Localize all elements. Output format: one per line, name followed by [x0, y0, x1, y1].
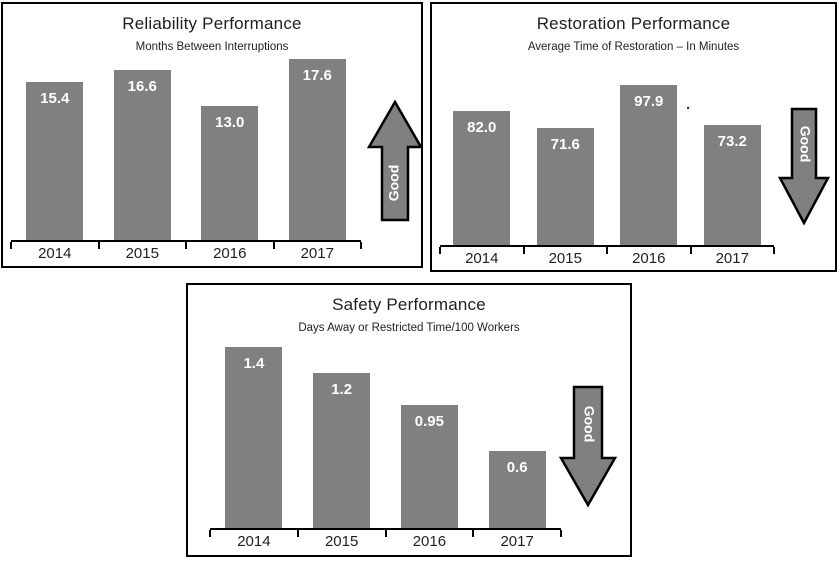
bar-slot: 71.6: [524, 65, 608, 245]
axis-tick: [360, 242, 362, 249]
axis-tick: [522, 247, 525, 254]
axis-tick: [384, 530, 387, 537]
axis-tick: [185, 242, 187, 249]
x-axis-label: 2014: [465, 250, 499, 267]
x-axis-label: 2015: [125, 245, 159, 262]
x-axis-label: 2015: [548, 250, 582, 267]
axis-tick: [296, 530, 299, 537]
bar-2016: 0.95: [400, 405, 458, 528]
stray-period-mark: .: [686, 96, 691, 113]
bar-2015: 1.2: [313, 373, 371, 528]
bar-value-label: 13.0: [215, 114, 245, 131]
axis-tick: [773, 247, 775, 254]
x-axis-label: 2014: [38, 245, 72, 262]
good-direction-down-arrow: Good: [558, 384, 618, 513]
good-direction-down-arrow: Good: [777, 106, 831, 231]
bar-2014: 82.0: [453, 111, 511, 245]
bar-2014: 15.4: [26, 82, 84, 240]
axis-tick: [97, 242, 100, 249]
down-arrow-icon: [777, 107, 831, 226]
axis-tick: [606, 247, 608, 254]
bar-plot: 1.4 1.2 0.95 0.6: [209, 328, 562, 537]
axis-tick: [560, 530, 562, 537]
x-axis-label: 2016: [213, 245, 247, 262]
bar-slot: 15.4: [11, 50, 99, 240]
up-arrow-icon: [366, 99, 424, 222]
down-arrow-icon: [558, 385, 618, 508]
axis-tick: [472, 530, 475, 537]
bar-slot: 0.6: [473, 328, 561, 528]
axis-tick: [10, 242, 12, 249]
good-direction-up-arrow: Good: [366, 99, 424, 228]
bar-value-label: 16.6: [127, 78, 157, 95]
x-axis-label: 2016: [632, 250, 666, 267]
restoration-chart-panel: Restoration Performance Average Time of …: [430, 2, 837, 272]
chart-title: Safety Performance: [332, 295, 486, 314]
bar-2015: 16.6: [113, 70, 171, 240]
x-axis-label: 2014: [237, 533, 271, 550]
bar-slot: 16.6: [99, 50, 187, 240]
bar-value-label: 71.6: [550, 136, 580, 153]
bar-value-label: 82.0: [467, 119, 497, 136]
bar-slot: 1.2: [298, 328, 386, 528]
bar-plot: 82.0 71.6 97.9 73.2: [439, 65, 775, 254]
x-axis-label: 2017: [300, 245, 334, 262]
chart-title: Restoration Performance: [536, 14, 731, 33]
axis-tick: [439, 247, 441, 254]
bar-value-label: 73.2: [717, 133, 747, 150]
safety-chart-panel: Safety Performance Days Away or Restrict…: [186, 283, 632, 557]
reliability-chart-panel: Reliability Performance Months Between I…: [1, 2, 424, 268]
chart-subtitle: Months Between Interruptions: [135, 41, 289, 53]
chart-title: Reliability Performance: [122, 14, 302, 33]
axis-tick: [689, 247, 692, 254]
bar-slot: 13.0: [186, 50, 274, 240]
chart-subtitle: Days Away or Restricted Time/100 Workers: [298, 322, 520, 334]
bar-slot: 0.95: [386, 328, 474, 528]
good-label: Good: [581, 406, 597, 443]
bar-slot: 1.4: [210, 328, 298, 528]
axis-tick: [272, 242, 275, 249]
bar-value-label: 0.6: [506, 459, 528, 476]
x-axis-label: 2016: [412, 533, 447, 550]
x-axis-label: 2017: [715, 250, 749, 267]
bar-slot: 97.9: [607, 65, 691, 245]
x-axis-labels: 2014 2015 2016 2017: [11, 245, 361, 262]
bar-value-label: 17.6: [302, 67, 332, 84]
bar-slot: 82.0: [440, 65, 524, 245]
bar-slot: 17.6: [274, 50, 362, 240]
bar-value-label: 97.9: [634, 93, 664, 110]
bar-2016: 97.9: [620, 85, 678, 245]
bar-2015: 71.6: [536, 128, 594, 245]
good-label: Good: [386, 165, 402, 202]
x-axis-labels: 2014 2015 2016 2017: [440, 250, 774, 267]
bar-2017: 0.6: [488, 451, 546, 528]
bar-value-label: 0.95: [414, 413, 444, 430]
bar-value-label: 15.4: [40, 90, 70, 107]
bar-2017: 17.6: [288, 59, 346, 240]
bar-2014: 1.4: [225, 347, 283, 528]
bar-2016: 13.0: [201, 106, 259, 240]
x-axis-label: 2015: [324, 533, 359, 550]
bar-2017: 73.2: [703, 125, 761, 245]
x-axis-labels: 2014 2015 2016 2017: [210, 533, 561, 550]
bar-slot: 73.2: [691, 65, 775, 245]
chart-subtitle: Average Time of Restoration – In Minutes: [527, 41, 740, 53]
bar-value-label: 1.2: [331, 381, 353, 398]
good-label: Good: [797, 126, 813, 163]
bar-value-label: 1.4: [243, 355, 265, 372]
bar-plot: 15.4 16.6 13.0 17.6: [10, 50, 362, 249]
axis-tick: [209, 530, 211, 537]
x-axis-label: 2017: [500, 533, 534, 550]
